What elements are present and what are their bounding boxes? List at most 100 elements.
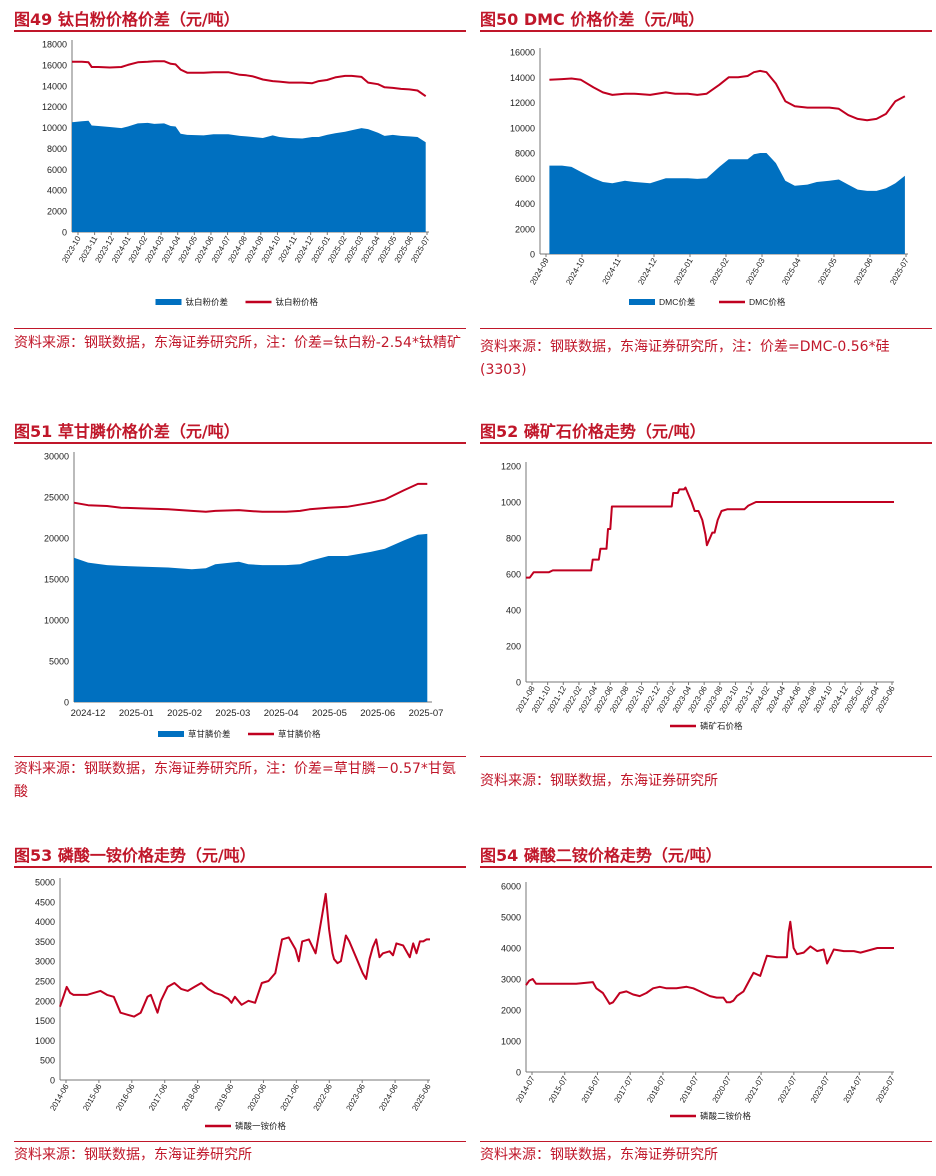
y-tick-label: 4000: [501, 944, 521, 954]
legend-label: 钛白粉价差: [186, 297, 229, 307]
y-tick-label: 10000: [44, 616, 69, 626]
legend-label: DMC价差: [659, 297, 695, 307]
series-line-1: [73, 482, 428, 513]
y-tick-label: 4500: [35, 897, 55, 907]
series-line-0: [59, 892, 430, 1018]
series-line-0: [526, 486, 894, 579]
x-tick-label: 2022-07: [776, 1074, 799, 1104]
y-tick-label: 0: [530, 250, 535, 260]
legend-label: 草甘膦价格: [278, 729, 321, 739]
x-tick-label: 2015-07: [547, 1074, 570, 1104]
source-note: 资料来源：钢联数据，东海证券研究所，注：价差=DMC-0.56*硅(3303): [480, 339, 890, 378]
y-tick-label: 2000: [501, 1006, 521, 1016]
chart-plot: 0 5000 10000 15000 20000 25000 30000 2024-12 202…: [44, 452, 443, 740]
source-rule: [480, 756, 932, 757]
x-tick-label: 2014-07: [514, 1074, 537, 1104]
legend-label: 磷酸二铵价格: [700, 1111, 752, 1121]
series-area-0: [549, 153, 905, 254]
y-tick-label: 4000: [515, 199, 535, 209]
y-tick-label: 12000: [510, 98, 535, 108]
x-tick-label: 2021-07: [743, 1074, 766, 1104]
x-tick-label: 2025-07: [874, 1074, 897, 1104]
source-note: 资料来源：钢联数据，东海证券研究所，注：价差=草甘膦－0.57*甘氨酸: [14, 761, 456, 800]
x-tick-label: 2022-06: [312, 1082, 335, 1112]
y-tick-label: 6000: [501, 882, 521, 892]
x-tick-label: 2025-06: [360, 708, 395, 719]
title-rule: [480, 866, 932, 868]
x-tick-label: 2024-09: [528, 256, 551, 286]
source-rule: [480, 328, 932, 329]
x-tick-label: 2024-10: [564, 256, 587, 286]
y-tick-label: 25000: [44, 493, 69, 503]
y-tick-label: 8000: [47, 144, 67, 154]
chart-title: 图52 磷矿石价格走势（元/吨）: [480, 422, 706, 441]
y-tick-label: 2000: [47, 207, 67, 217]
source-note: 资料来源：钢联数据，东海证券研究所，注：价差=钛白粉-2.54*钛精矿: [14, 335, 461, 351]
x-tick-label: 2025-01: [672, 256, 695, 286]
y-tick-label: 400: [506, 606, 521, 616]
x-tick-label: 2016-07: [580, 1074, 603, 1104]
y-tick-label: 14000: [42, 81, 67, 91]
source-rule: [14, 328, 466, 329]
y-tick-label: 200: [506, 642, 521, 652]
y-tick-label: 2000: [515, 224, 535, 234]
y-tick-label: 0: [64, 698, 69, 708]
x-tick-label: 2025-05: [816, 256, 839, 286]
y-tick-label: 6000: [47, 165, 67, 175]
y-tick-label: 4000: [47, 186, 67, 196]
y-tick-label: 1500: [35, 1016, 55, 1026]
y-tick-label: 30000: [44, 452, 69, 462]
source-note: 资料来源：钢联数据，东海证券研究所: [480, 773, 718, 789]
y-tick-label: 0: [516, 678, 521, 688]
x-tick-label: 2023-06: [344, 1082, 367, 1112]
y-tick-label: 5000: [49, 657, 69, 667]
y-tick-label: 3500: [35, 937, 55, 947]
y-tick-label: 4000: [35, 917, 55, 927]
source-rule: [480, 1141, 932, 1142]
title-rule: [14, 442, 466, 444]
chart-plot: 0 1000 2000 3000 4000 5000 6000 2014-07 2015-07 2…: [501, 882, 897, 1122]
x-tick-label: 2019-06: [213, 1082, 236, 1112]
legend-swatch: [629, 299, 655, 305]
y-tick-label: 0: [516, 1068, 521, 1078]
series-line-1: [549, 69, 906, 122]
series-line-1: [72, 60, 427, 98]
title-rule: [14, 30, 466, 32]
y-tick-label: 500: [40, 1056, 55, 1066]
y-tick-label: 5000: [35, 878, 55, 888]
y-tick-label: 1000: [35, 1036, 55, 1046]
x-tick-label: 2025-02: [167, 708, 202, 719]
series-area-0: [74, 533, 428, 702]
y-tick-label: 2500: [35, 977, 55, 987]
legend-swatch: [158, 731, 184, 737]
chart-title: 图49 钛白粉价格价差（元/吨）: [14, 10, 240, 29]
y-tick-label: 0: [50, 1076, 55, 1086]
chart-panel-2: 图50 DMC 价格价差（元/吨） 0 2000 4000 6000 8000 10000…: [480, 0, 932, 380]
y-tick-label: 3000: [35, 957, 55, 967]
x-tick-label: 2025-03: [744, 256, 767, 286]
chart-panel-3: 图51 草甘膦价格价差（元/吨） 0 5000 10000 15000 20000 250…: [14, 412, 466, 807]
y-tick-label: 14000: [510, 73, 535, 83]
source-rule: [14, 756, 466, 757]
x-tick-label: 2024-07: [842, 1074, 865, 1104]
y-tick-label: 5000: [501, 913, 521, 923]
x-tick-label: 2019-07: [678, 1074, 701, 1104]
legend-swatch: [155, 299, 182, 305]
x-tick-label: 2020-06: [246, 1082, 269, 1112]
x-tick-label: 2024-06: [377, 1082, 400, 1112]
x-tick-label: 2025-06: [852, 256, 875, 286]
x-tick-label: 2014-06: [48, 1082, 71, 1112]
chart-plot: 0 500 1000 1500 2000 2500 3000 3500 4000 4500 5000…: [35, 878, 433, 1132]
x-tick-label: 2024-12: [636, 256, 659, 286]
y-tick-label: 600: [506, 570, 521, 580]
chart-title: 图50 DMC 价格价差（元/吨）: [480, 10, 705, 29]
legend-label: 磷酸一铵价格: [235, 1121, 287, 1131]
legend-label: 磷矿石价格: [700, 721, 743, 731]
y-tick-label: 3000: [501, 975, 521, 985]
legend-label: 草甘膦价差: [188, 729, 231, 739]
legend-label: DMC价格: [749, 297, 786, 307]
x-tick-label: 2017-07: [612, 1074, 635, 1104]
x-tick-label: 2021-06: [279, 1082, 302, 1112]
title-rule: [480, 30, 932, 32]
y-tick-label: 2000: [35, 996, 55, 1006]
